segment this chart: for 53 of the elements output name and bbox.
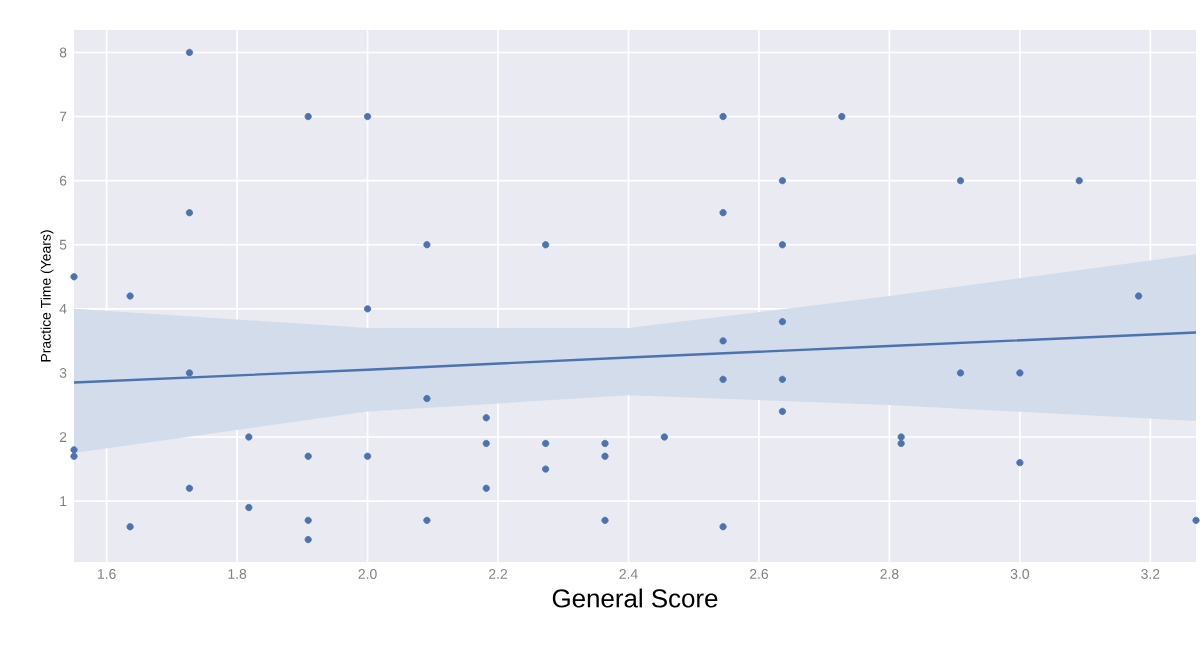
point: [185, 48, 194, 57]
point: [719, 523, 727, 531]
point: [1135, 292, 1143, 300]
point: [838, 112, 846, 121]
point: [304, 112, 312, 121]
point: [1016, 459, 1024, 467]
point: [185, 484, 194, 492]
point: [897, 439, 905, 448]
point: [660, 433, 668, 441]
point: [126, 523, 134, 531]
point: [956, 369, 965, 377]
point: [245, 433, 253, 441]
point: [778, 241, 787, 249]
line-series: [74, 331, 1197, 384]
point: [185, 209, 194, 217]
point: [778, 318, 787, 326]
point: [126, 292, 134, 300]
point: [70, 452, 78, 460]
point: [542, 241, 550, 249]
point: [423, 516, 431, 524]
point: [778, 375, 787, 383]
point: [601, 452, 609, 460]
point: [1075, 177, 1083, 185]
point: [482, 484, 490, 492]
point: [423, 394, 431, 403]
point: [70, 273, 78, 281]
point: [778, 407, 787, 415]
x-axis-title: General Score: [552, 588, 718, 608]
point: [719, 209, 727, 217]
point: [778, 177, 787, 185]
point: [542, 439, 550, 448]
point: [956, 177, 965, 185]
point: [482, 414, 490, 422]
point: [245, 503, 253, 512]
point: [363, 452, 372, 460]
point: [1192, 516, 1200, 524]
point: [363, 305, 372, 313]
point: [719, 375, 727, 383]
point: [601, 516, 609, 524]
point: [70, 446, 78, 454]
point: [542, 465, 550, 473]
point: [423, 241, 431, 249]
point: [1016, 369, 1024, 377]
point: [719, 112, 727, 121]
point: [482, 439, 490, 448]
point: [363, 112, 372, 121]
point: [897, 433, 905, 441]
point: [304, 516, 312, 524]
point: [719, 337, 727, 345]
point: [185, 369, 194, 377]
point: [601, 439, 609, 448]
point: [304, 535, 312, 544]
point: [304, 452, 312, 460]
